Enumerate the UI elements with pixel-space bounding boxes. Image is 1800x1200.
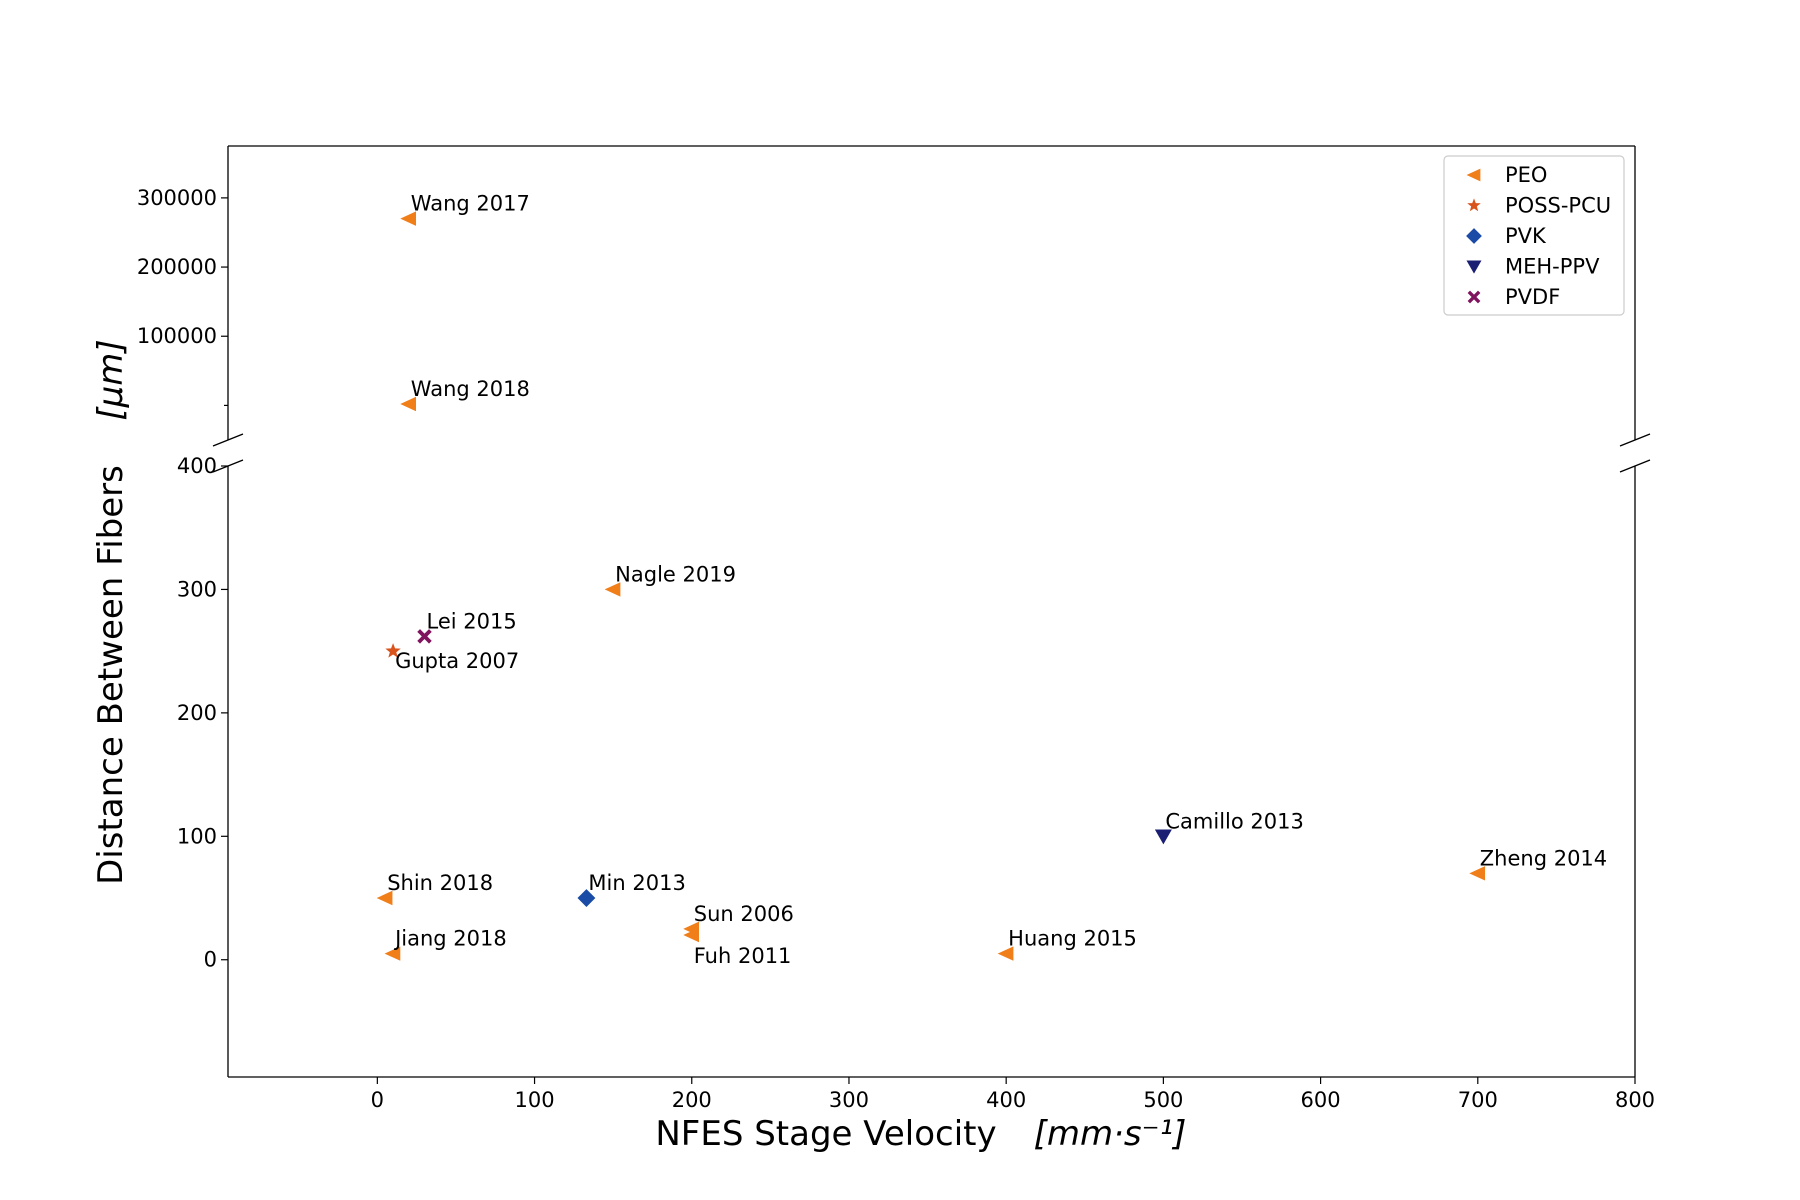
triangle-left-marker: [1466, 168, 1481, 182]
x-tick-label: 600: [1301, 1088, 1341, 1112]
x-tick-label: 100: [515, 1088, 555, 1112]
star-marker: [1467, 198, 1481, 212]
y-tick-label: 100000: [137, 324, 217, 348]
x-tick-label: 800: [1615, 1088, 1655, 1112]
diamond-marker: [1466, 228, 1482, 244]
point-label: Wang 2018: [411, 377, 530, 401]
triangle-left-marker: [400, 211, 417, 226]
point-label: Fuh 2011: [694, 944, 792, 968]
triangle-left-marker: [384, 946, 401, 961]
y-tick-label: 100: [177, 824, 217, 848]
lower-panel-frame: [227, 466, 1636, 1078]
y-tick-label: 0: [204, 948, 217, 972]
y-tick-label: 200: [177, 701, 217, 725]
triangle-left-marker: [604, 582, 621, 597]
point-label: Lei 2015: [427, 609, 517, 633]
x-tick-label: 0: [371, 1088, 384, 1112]
triangle-left-marker: [683, 927, 699, 943]
triangle-left-marker: [997, 946, 1014, 961]
star-marker: [385, 643, 401, 658]
x-filled-marker: [417, 629, 432, 644]
x-tick-label: 200: [672, 1088, 712, 1112]
point-label: Shin 2018: [387, 871, 493, 895]
point-label: Jiang 2018: [393, 927, 507, 951]
diamond-marker: [577, 889, 596, 907]
legend-label: POSS-PCU: [1505, 194, 1611, 218]
point-label: Huang 2015: [1008, 927, 1137, 951]
legend-label: PEO: [1505, 163, 1547, 187]
point-label: Gupta 2007: [395, 649, 519, 673]
axis-break-marks: [212, 433, 1651, 473]
legend-label: MEH-PPV: [1505, 255, 1600, 279]
legend: PEO POSS-PCU PVK MEH-PPV PVDF: [1443, 155, 1625, 316]
x-tick-label: 400: [986, 1088, 1026, 1112]
data-points: [376, 211, 1486, 961]
y-axis-title: Distance Between Fibers: [91, 465, 131, 885]
x-axis-ticks: 0 100 200 300 400 500 600 700 800: [371, 1077, 1655, 1112]
point-label: Nagle 2019: [615, 562, 736, 586]
y-tick-label: 300: [177, 577, 217, 601]
point-label: Camillo 2013: [1165, 809, 1303, 833]
point-annotations: Wang 2017 Wang 2018 Nagle 2019 Shin 2018 Jia…: [387, 192, 1607, 968]
triangle-down-marker: [1154, 829, 1172, 845]
point-label: Sun 2006: [694, 902, 794, 926]
x-axis-unit: [mm·s⁻¹]: [1034, 1114, 1187, 1154]
y-tick-label: 200000: [137, 255, 217, 279]
y-axis-upper-ticks: 100000 200000 300000: [137, 186, 228, 407]
x-tick-label: 300: [829, 1088, 869, 1112]
legend-label: PVK: [1505, 224, 1547, 248]
point-label: Min 2013: [588, 871, 685, 895]
triangle-left-marker: [1469, 866, 1486, 881]
point-label: Zheng 2014: [1480, 846, 1607, 870]
upper-panel-frame: [227, 145, 1636, 440]
x-axis-title: NFES Stage Velocity: [655, 1114, 996, 1154]
y-tick-label: 300000: [137, 186, 217, 210]
y-tick-label: 400: [177, 454, 217, 478]
triangle-left-marker: [376, 890, 393, 906]
x-tick-label: 500: [1143, 1088, 1183, 1112]
legend-label: PVDF: [1505, 285, 1560, 309]
triangle-down-marker: [1466, 260, 1482, 274]
x-filled-marker: [1467, 290, 1481, 304]
x-tick-label: 700: [1458, 1088, 1498, 1112]
point-label: Wang 2017: [411, 192, 530, 216]
y-axis-unit: [μm]: [91, 339, 131, 420]
legend-box: [1443, 155, 1625, 316]
triangle-left-marker: [400, 396, 417, 412]
y-axis-lower-ticks: 0 100 200 300 400: [177, 454, 228, 972]
